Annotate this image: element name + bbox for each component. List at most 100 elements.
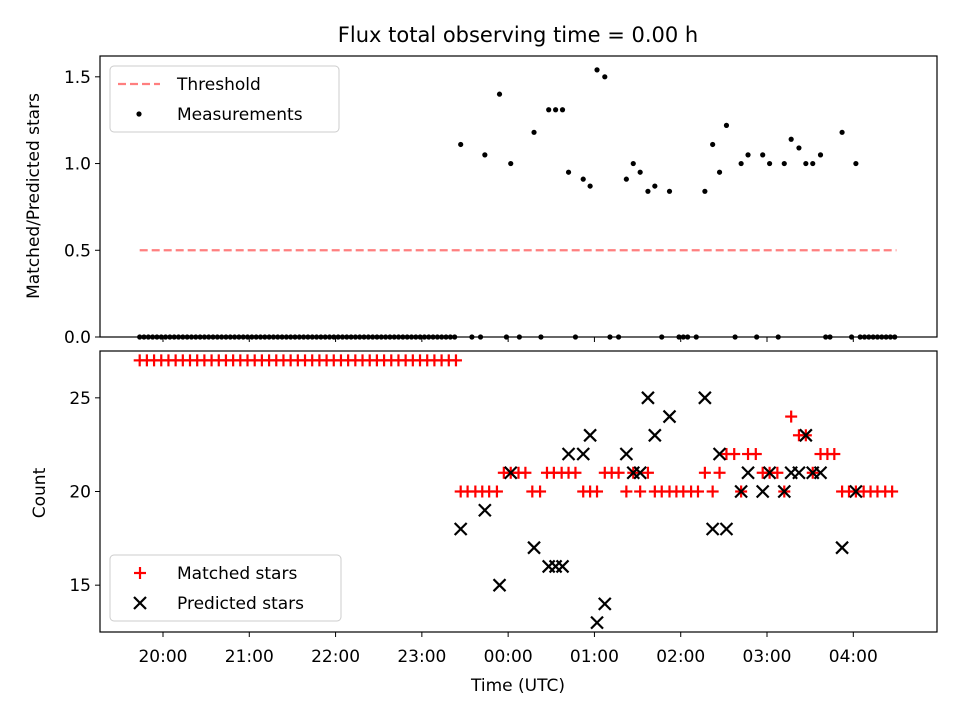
- predicted-star-point: [648, 428, 662, 443]
- top-y-tick-label: 0.0: [64, 328, 91, 348]
- matched-star-point: [771, 466, 784, 479]
- measurement-point: [803, 160, 809, 167]
- predicted-star-point: [662, 409, 677, 424]
- x-tick-label: 00:00: [484, 647, 533, 667]
- x-tick-label: 20:00: [138, 647, 187, 667]
- matched-star-point: [698, 466, 711, 479]
- predicted-star-point: [698, 391, 712, 405]
- top-y-tick-label: 0.5: [64, 241, 91, 261]
- matched-star-point: [828, 448, 841, 461]
- top-legend: Threshold Measurements: [109, 65, 340, 133]
- predicted-star-point: [849, 484, 863, 499]
- measurement-point: [630, 160, 636, 167]
- predicted-star-point: [583, 428, 597, 443]
- threshold-legend-label: Threshold: [176, 75, 261, 95]
- matched-star-point: [449, 354, 462, 367]
- predicted-star-point: [633, 465, 647, 480]
- x-tick-label: 02:00: [656, 647, 705, 667]
- matched-star-point: [591, 485, 604, 498]
- predicted-star-point: [777, 484, 792, 499]
- measurement-point: [788, 136, 794, 142]
- predicted-star-point: [641, 391, 655, 405]
- measurement-point: [580, 176, 586, 182]
- matched-star-point: [886, 485, 899, 498]
- measurements-legend-swatch: [136, 111, 142, 117]
- predicted-star-point: [755, 484, 770, 499]
- predicted-star-point: [503, 465, 518, 480]
- predicted-stars-legend-swatch: [133, 596, 147, 610]
- predicted-star-point: [590, 615, 604, 630]
- measurement-point: [637, 169, 643, 175]
- measurement-point: [587, 183, 593, 189]
- predicted-star-point: [835, 540, 849, 555]
- measurement-point: [602, 74, 608, 80]
- matched-star-point: [620, 485, 633, 498]
- matched-star-point: [749, 448, 762, 461]
- measurements-legend-label: Measurements: [177, 105, 303, 125]
- chart-title: Flux total observing time = 0.00 h: [338, 23, 698, 47]
- predicted-star-point: [453, 522, 468, 536]
- x-tick-label: 21:00: [225, 647, 274, 667]
- predicted-star-point: [712, 447, 727, 461]
- measurement-point: [738, 160, 744, 167]
- predicted-stars-legend-label: Predicted stars: [177, 594, 304, 614]
- measurement-point: [745, 152, 751, 158]
- predicted-star-point: [705, 522, 720, 536]
- matched-star-point: [519, 466, 532, 479]
- measurement-point: [817, 152, 824, 158]
- measurement-point: [839, 129, 845, 135]
- matched-stars-legend-label: Matched stars: [177, 564, 297, 584]
- measurement-point: [666, 188, 673, 194]
- measurement-point: [645, 188, 651, 194]
- measurement-point: [760, 152, 766, 158]
- bottom-plot: 15 20 25 20:00 21:00 22:00 23:00 00:00 01:00 02:0…: [69, 350, 938, 667]
- bottom-legend: Matched stars Predicted stars: [109, 554, 342, 622]
- measurement-point: [716, 169, 723, 175]
- measurement-point: [458, 141, 464, 148]
- matched-star-point: [785, 410, 798, 423]
- matched-star-point: [641, 466, 654, 479]
- x-tick-label: 04:00: [829, 647, 878, 667]
- matched-star-point: [713, 466, 726, 479]
- measurement-point: [702, 188, 708, 194]
- measurement-point: [565, 169, 572, 175]
- measurement-point: [482, 152, 488, 158]
- measurement-point: [723, 122, 730, 128]
- matched-star-point: [728, 448, 741, 461]
- predicted-star-point: [813, 465, 828, 480]
- measurement-point: [546, 107, 552, 113]
- top-y-axis-label: Matched/Predicted stars: [24, 93, 44, 299]
- measurement-point: [531, 129, 537, 135]
- matched-star-point: [534, 485, 547, 498]
- measurement-point: [796, 145, 802, 151]
- x-tick-label: 03:00: [743, 647, 792, 667]
- bottom-y-tick-label: 20: [69, 483, 91, 503]
- measurement-point: [652, 183, 658, 189]
- matched-star-point: [691, 485, 704, 498]
- measurement-point: [710, 141, 716, 148]
- bottom-y-axis-label: Count: [30, 467, 50, 518]
- predicted-star-point: [527, 540, 541, 555]
- matched-star-point: [612, 466, 625, 479]
- measurement-point: [853, 160, 859, 167]
- predicted-star-point: [762, 465, 777, 480]
- predicted-star-point: [576, 447, 590, 461]
- x-tick-label: 01:00: [570, 647, 619, 667]
- predicted-star-point: [478, 503, 492, 518]
- predicted-star-point: [561, 447, 576, 461]
- measurement-point: [496, 91, 503, 97]
- predicted-star-point: [598, 597, 612, 611]
- matched-star-point: [706, 485, 719, 498]
- x-tick-label: 23:00: [397, 647, 446, 667]
- measurement-point: [810, 160, 816, 167]
- top-y-tick-label: 1.5: [64, 68, 91, 88]
- predicted-star-point: [719, 522, 734, 536]
- predicted-star-point: [555, 559, 570, 574]
- x-axis-label: Time (UTC): [470, 676, 565, 696]
- predicted-star-point: [792, 465, 806, 480]
- top-plot-frame: [99, 55, 938, 338]
- bottom-y-tick-label: 15: [69, 576, 91, 596]
- matched-star-point: [569, 466, 582, 479]
- predicted-star-point: [734, 484, 748, 499]
